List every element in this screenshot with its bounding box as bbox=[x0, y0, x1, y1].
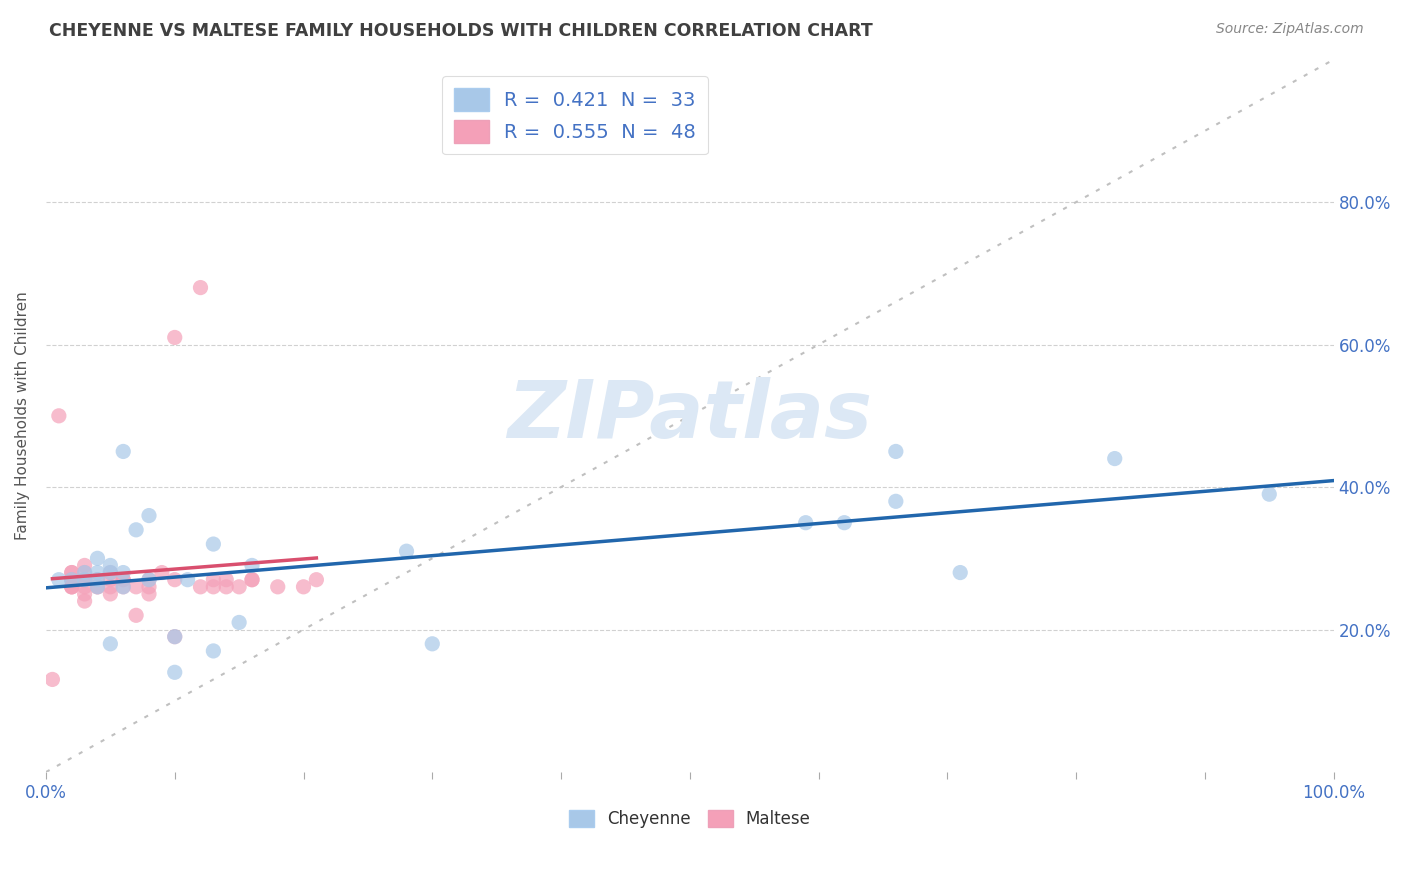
Point bbox=[73, 580, 96, 594]
Point bbox=[73, 587, 96, 601]
Point bbox=[202, 644, 225, 658]
Point bbox=[202, 573, 225, 587]
Point bbox=[98, 566, 121, 580]
Point bbox=[98, 566, 121, 580]
Point bbox=[420, 637, 443, 651]
Point bbox=[794, 516, 817, 530]
Point bbox=[112, 444, 135, 458]
Point bbox=[112, 573, 135, 587]
Point bbox=[98, 587, 121, 601]
Point bbox=[98, 580, 121, 594]
Point bbox=[202, 580, 225, 594]
Point bbox=[86, 573, 108, 587]
Point bbox=[86, 580, 108, 594]
Point bbox=[112, 573, 135, 587]
Point bbox=[60, 573, 83, 587]
Point bbox=[240, 573, 263, 587]
Point bbox=[73, 566, 96, 580]
Point bbox=[190, 580, 212, 594]
Point bbox=[60, 573, 83, 587]
Point bbox=[292, 580, 315, 594]
Point bbox=[834, 516, 856, 530]
Point bbox=[86, 580, 108, 594]
Point bbox=[60, 580, 83, 594]
Point bbox=[138, 573, 160, 587]
Point bbox=[884, 494, 907, 508]
Point bbox=[138, 573, 160, 587]
Point bbox=[163, 330, 186, 344]
Point bbox=[125, 523, 148, 537]
Point bbox=[86, 580, 108, 594]
Point bbox=[395, 544, 418, 558]
Point bbox=[202, 537, 225, 551]
Point bbox=[267, 580, 290, 594]
Point bbox=[163, 665, 186, 680]
Point bbox=[112, 580, 135, 594]
Point bbox=[48, 573, 70, 587]
Point bbox=[305, 573, 328, 587]
Point bbox=[190, 280, 212, 294]
Point bbox=[60, 580, 83, 594]
Point bbox=[60, 566, 83, 580]
Point bbox=[73, 573, 96, 587]
Point bbox=[138, 508, 160, 523]
Point bbox=[176, 573, 198, 587]
Point bbox=[98, 558, 121, 573]
Text: Source: ZipAtlas.com: Source: ZipAtlas.com bbox=[1216, 22, 1364, 37]
Point bbox=[98, 573, 121, 587]
Point bbox=[73, 573, 96, 587]
Point bbox=[48, 409, 70, 423]
Point bbox=[163, 573, 186, 587]
Y-axis label: Family Households with Children: Family Households with Children bbox=[15, 292, 30, 541]
Point bbox=[73, 573, 96, 587]
Point bbox=[240, 558, 263, 573]
Point bbox=[73, 594, 96, 608]
Point bbox=[138, 580, 160, 594]
Point bbox=[73, 558, 96, 573]
Point bbox=[41, 673, 63, 687]
Point bbox=[949, 566, 972, 580]
Point bbox=[228, 615, 250, 630]
Point bbox=[228, 580, 250, 594]
Point bbox=[240, 573, 263, 587]
Point bbox=[86, 566, 108, 580]
Point bbox=[60, 580, 83, 594]
Point bbox=[98, 637, 121, 651]
Point bbox=[1104, 451, 1126, 466]
Legend: Cheyenne, Maltese: Cheyenne, Maltese bbox=[562, 804, 817, 835]
Point bbox=[86, 551, 108, 566]
Point bbox=[73, 573, 96, 587]
Point bbox=[112, 580, 135, 594]
Point bbox=[60, 566, 83, 580]
Point bbox=[163, 630, 186, 644]
Point bbox=[125, 580, 148, 594]
Point bbox=[163, 630, 186, 644]
Text: CHEYENNE VS MALTESE FAMILY HOUSEHOLDS WITH CHILDREN CORRELATION CHART: CHEYENNE VS MALTESE FAMILY HOUSEHOLDS WI… bbox=[49, 22, 873, 40]
Point bbox=[884, 444, 907, 458]
Point bbox=[60, 573, 83, 587]
Point bbox=[215, 573, 238, 587]
Point bbox=[112, 566, 135, 580]
Point bbox=[215, 580, 238, 594]
Point bbox=[73, 566, 96, 580]
Text: ZIPatlas: ZIPatlas bbox=[508, 376, 872, 455]
Point bbox=[125, 608, 148, 623]
Point bbox=[138, 587, 160, 601]
Point bbox=[150, 566, 173, 580]
Point bbox=[86, 573, 108, 587]
Point bbox=[1258, 487, 1281, 501]
